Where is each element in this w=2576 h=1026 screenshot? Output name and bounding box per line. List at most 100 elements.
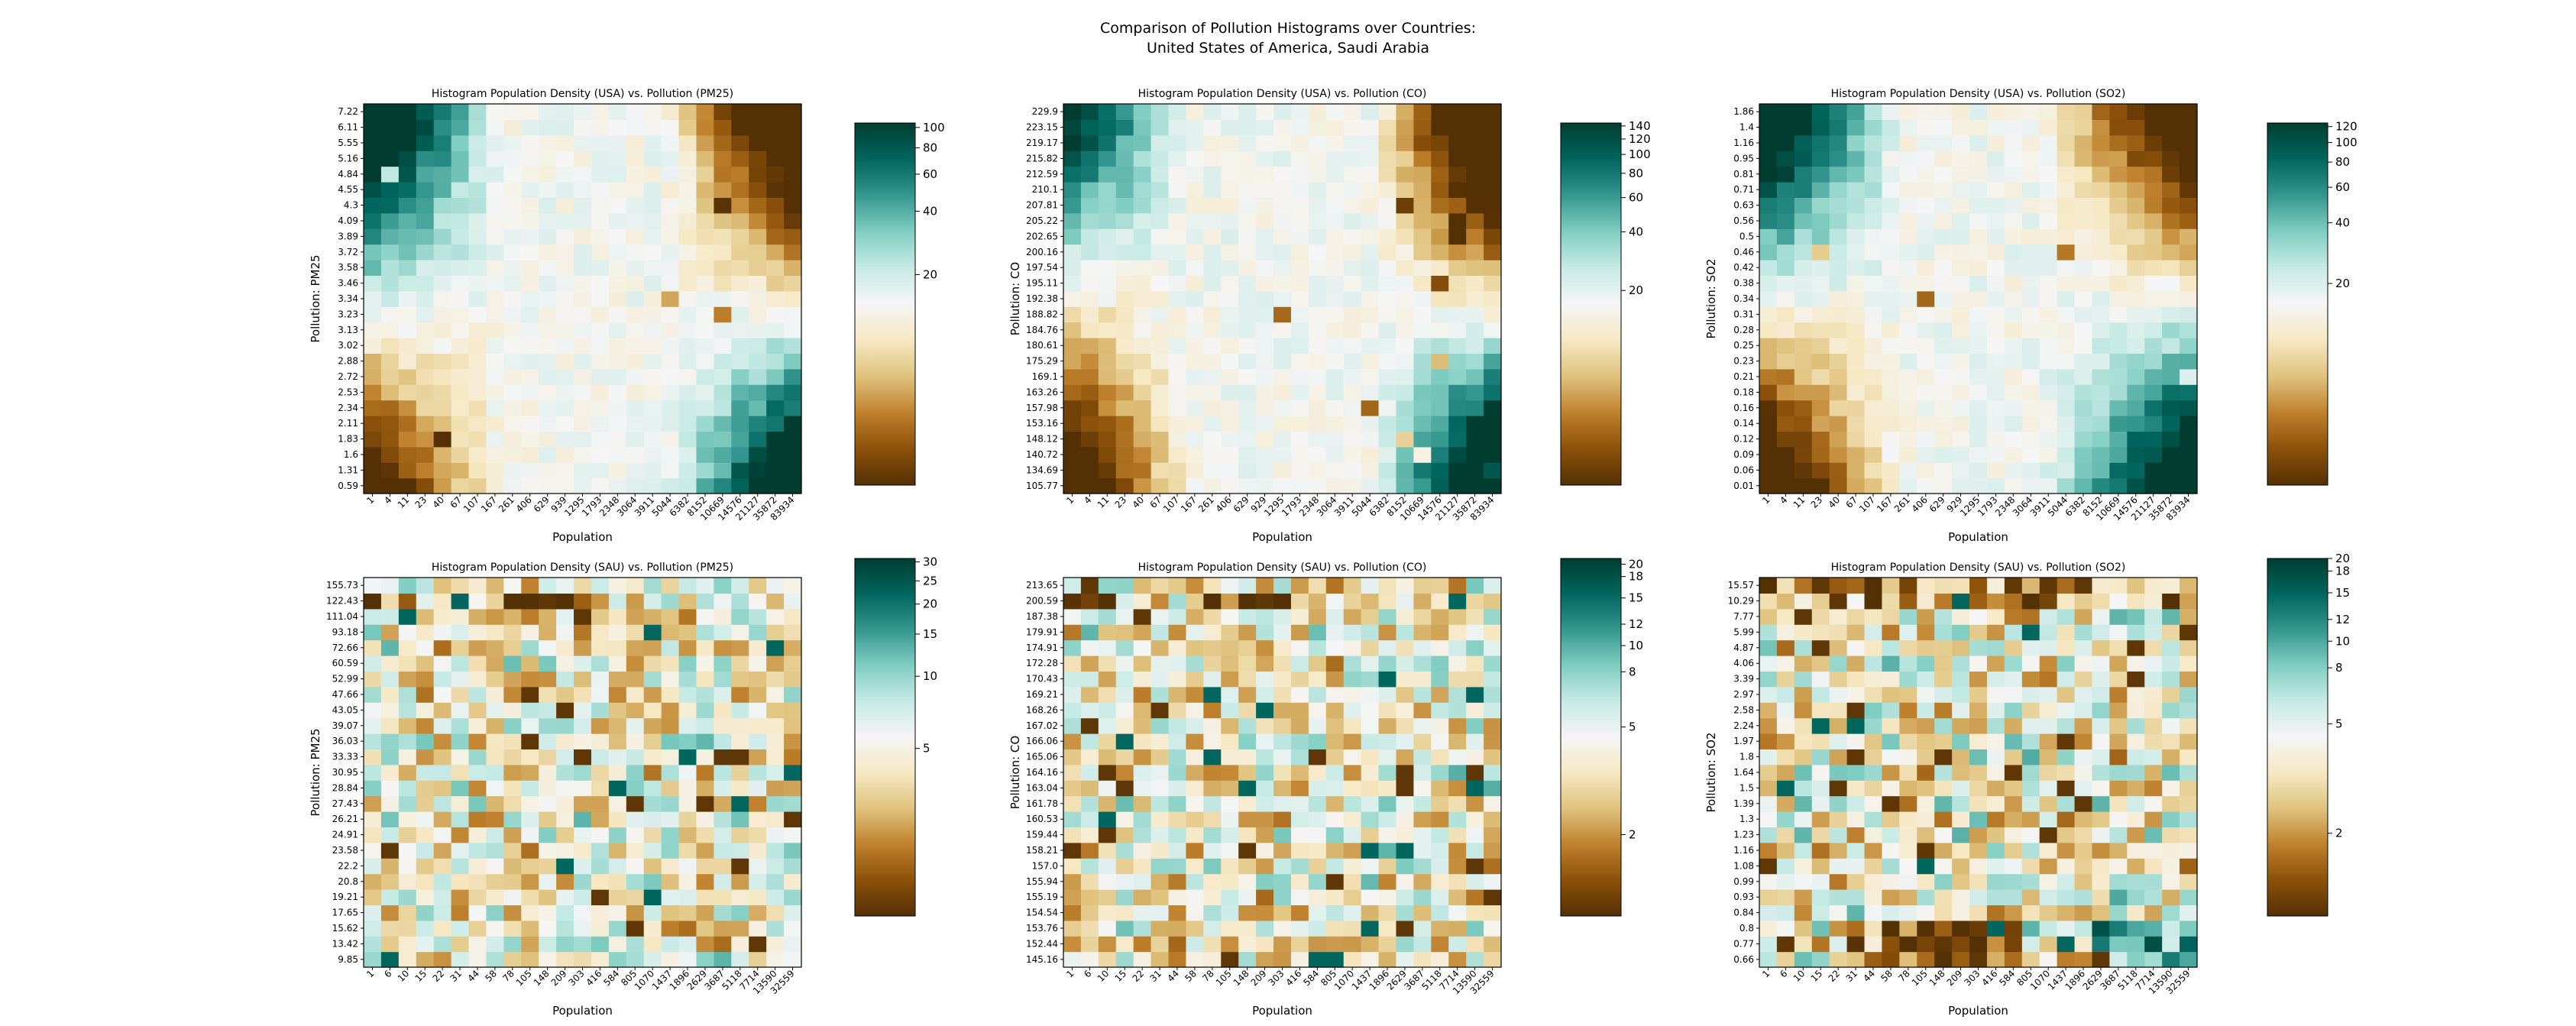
heatmap-cell xyxy=(1917,416,1935,432)
heatmap-cell xyxy=(1273,353,1292,370)
y-tick-label: 200.59 xyxy=(1026,596,1058,607)
heatmap-cell xyxy=(1484,578,1502,594)
heatmap-cell xyxy=(2127,290,2145,307)
heatmap-cell xyxy=(574,889,592,905)
heatmap-cell xyxy=(1811,749,1830,765)
heatmap-cell xyxy=(1776,244,1795,261)
heatmap-cell xyxy=(1308,749,1327,765)
heatmap-cell xyxy=(1098,749,1117,765)
heatmap-cell xyxy=(1952,416,1970,432)
heatmap-cell xyxy=(1969,702,1988,719)
heatmap-cell xyxy=(1273,764,1292,781)
heatmap-cell xyxy=(1150,166,1170,183)
heatmap-cell xyxy=(1952,702,1970,719)
heatmap-cell xyxy=(539,212,557,229)
heatmap-cell xyxy=(1952,764,1970,781)
heatmap-cell xyxy=(1203,842,1222,859)
heatmap-cell xyxy=(696,671,714,688)
heatmap-cell xyxy=(468,686,487,703)
heatmap-cell xyxy=(1378,384,1397,401)
heatmap-cell xyxy=(1186,212,1204,229)
heatmap-cell xyxy=(678,780,697,797)
heatmap-cell xyxy=(1448,338,1467,354)
subplot-title: Histogram Population Density (SAU) vs. P… xyxy=(432,562,733,574)
heatmap-cell xyxy=(539,260,557,276)
heatmap-cell xyxy=(1431,322,1449,338)
heatmap-cell xyxy=(1899,655,1917,672)
heatmap-cell xyxy=(2180,477,2198,494)
heatmap-cell xyxy=(591,624,610,641)
heatmap-cell xyxy=(766,905,785,921)
heatmap-cell xyxy=(1133,827,1152,843)
heatmap-cell xyxy=(1063,639,1082,656)
heatmap-cell xyxy=(574,578,592,594)
heatmap-cell xyxy=(503,608,522,625)
heatmap-cell xyxy=(1934,197,1953,214)
heatmap-cell xyxy=(1794,446,1813,463)
colorbar-tick-label: 5 xyxy=(923,742,930,756)
heatmap-cell xyxy=(486,431,504,448)
heatmap-cell xyxy=(749,717,767,734)
heatmap-cell xyxy=(749,749,767,765)
heatmap-cell xyxy=(626,920,645,937)
heatmap-cell xyxy=(1466,431,1484,448)
heatmap-cells xyxy=(1759,104,2198,494)
heatmap-cell xyxy=(1290,578,1309,594)
heatmap-cell xyxy=(380,873,400,890)
heatmap-cell xyxy=(1794,702,1813,719)
heatmap-cell xyxy=(1759,275,1778,292)
heatmap-cell xyxy=(1466,655,1484,672)
y-tick-label: 148.12 xyxy=(1026,434,1058,445)
heatmap-cell xyxy=(2127,920,2145,937)
heatmap-cell xyxy=(2127,624,2145,641)
heatmap-cell xyxy=(1466,151,1484,167)
heatmap-cell xyxy=(1448,134,1467,151)
heatmap-cell xyxy=(1290,477,1309,494)
heatmap-cell xyxy=(591,104,610,120)
heatmap-cell xyxy=(468,717,487,734)
heatmap-cell xyxy=(1952,182,1970,198)
heatmap-cell xyxy=(1413,842,1432,859)
heatmap-cell xyxy=(1776,639,1795,656)
heatmap-cell xyxy=(1308,920,1327,937)
heatmap-cell xyxy=(2127,717,2145,734)
heatmap-cell xyxy=(2092,182,2110,198)
heatmap-cell xyxy=(1290,702,1309,719)
heatmap-cell xyxy=(380,197,400,214)
heatmap-cell xyxy=(784,244,802,261)
heatmap-cell xyxy=(591,212,610,229)
heatmap-cell xyxy=(643,936,662,953)
heatmap-cell xyxy=(2039,212,2058,229)
heatmap-cell xyxy=(1811,134,1830,151)
heatmap-cell xyxy=(1466,624,1484,641)
heatmap-cell xyxy=(451,764,470,781)
heatmap-cell xyxy=(380,671,400,688)
heatmap-cell xyxy=(1115,306,1134,323)
heatmap-cell xyxy=(1115,477,1134,494)
heatmap-cell xyxy=(1759,639,1778,656)
heatmap-cell xyxy=(626,764,645,781)
heatmap-cell xyxy=(451,686,470,703)
heatmap-cell xyxy=(2162,275,2180,292)
heatmap-cell xyxy=(643,733,662,749)
heatmap-cell xyxy=(398,275,417,292)
heatmap-cell xyxy=(678,578,697,594)
heatmap-cell xyxy=(1308,353,1327,370)
heatmap-cell xyxy=(574,166,592,183)
heatmap-cell xyxy=(503,244,522,261)
heatmap-cell xyxy=(1448,905,1467,921)
heatmap-cell xyxy=(2144,338,2163,354)
heatmap-cell xyxy=(731,686,749,703)
heatmap-cell xyxy=(468,858,487,875)
heatmap-cell xyxy=(678,951,697,968)
heatmap-cell xyxy=(1273,477,1292,494)
heatmap-cell xyxy=(364,873,382,890)
heatmap-cell xyxy=(1882,431,1900,448)
heatmap-cell xyxy=(1080,151,1099,167)
heatmap-cell xyxy=(1448,811,1467,827)
heatmap-cell xyxy=(1290,936,1309,953)
heatmap-cell xyxy=(1080,858,1099,875)
heatmap-cell xyxy=(556,780,574,797)
heatmap-cell xyxy=(1882,827,1900,843)
